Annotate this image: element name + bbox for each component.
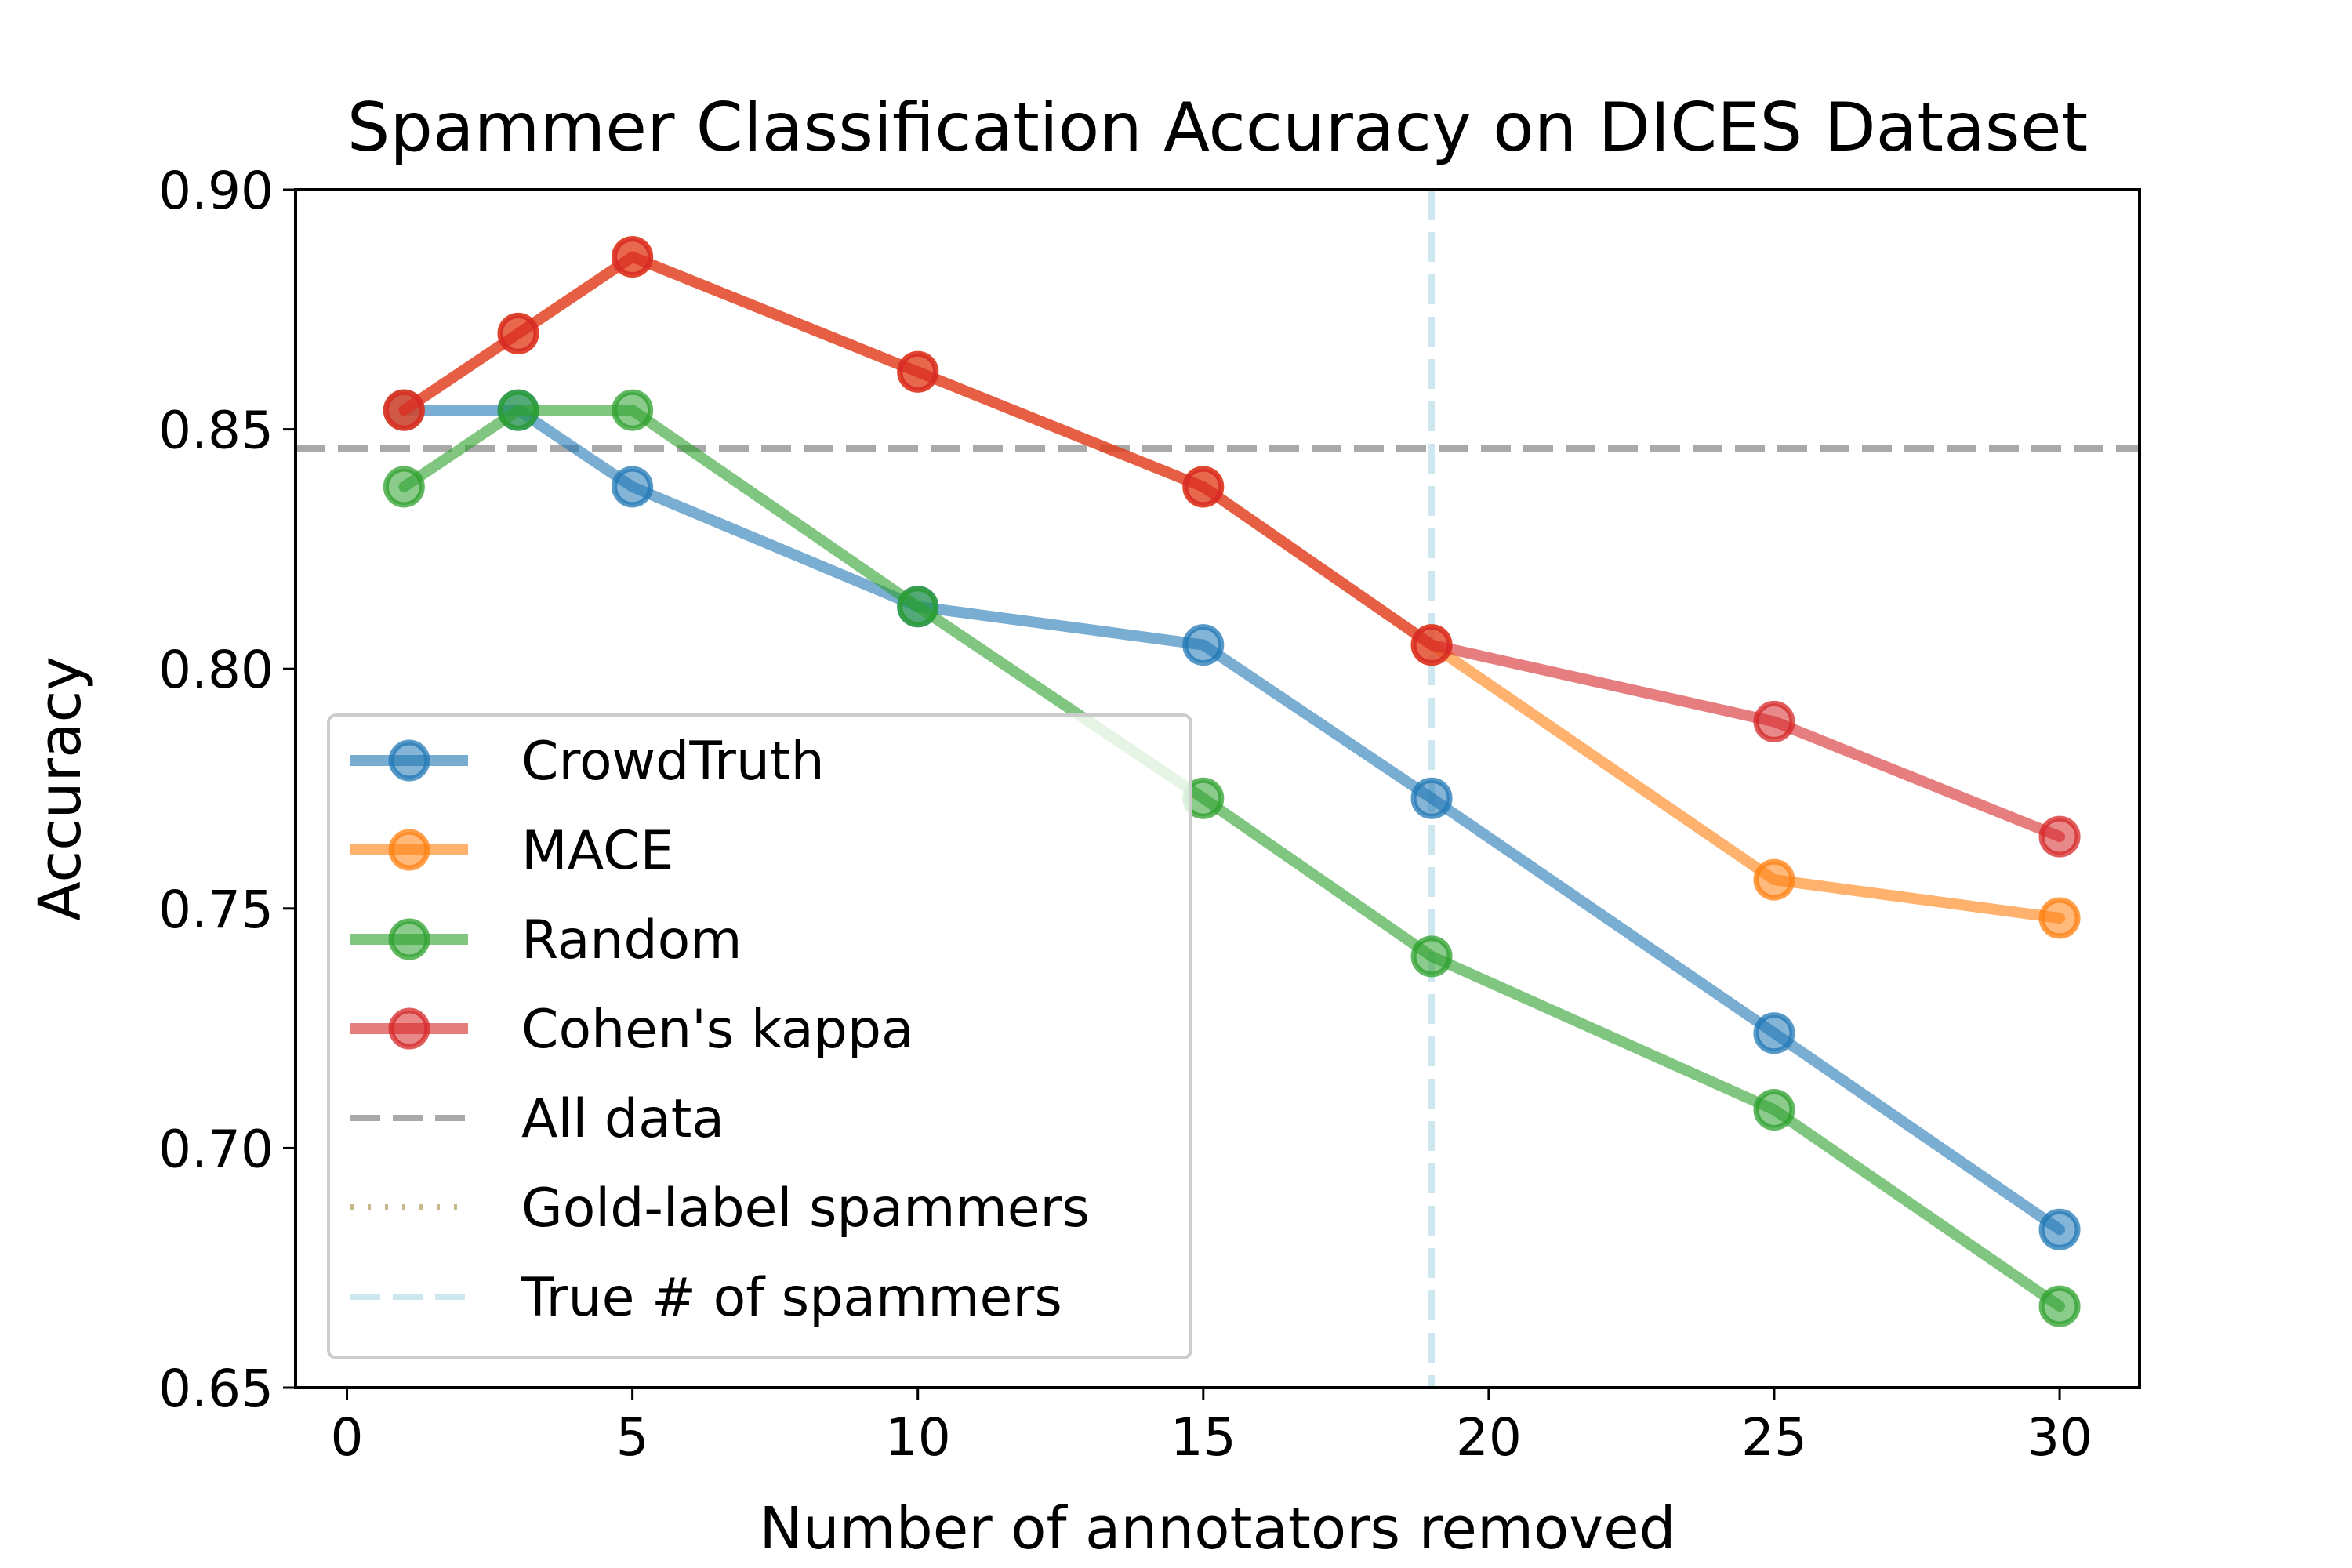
data-point-cohen-s-kappa-19 bbox=[1410, 624, 1453, 666]
x-axis-label: Number of annotators removed bbox=[759, 1495, 1675, 1563]
series-random bbox=[383, 389, 2081, 1327]
data-point-random-3 bbox=[497, 389, 539, 431]
data-point-cohen-s-kappa-25 bbox=[1753, 700, 1795, 742]
legend-item-all-data: All data bbox=[350, 1088, 724, 1150]
data-point-crowdtruth-30 bbox=[2038, 1208, 2081, 1250]
legend-label: Random bbox=[521, 909, 742, 971]
y-tick-label-3: 0.80 bbox=[158, 640, 274, 700]
legend: CrowdTruth MACE Random Cohen's kappa All dat… bbox=[327, 713, 1192, 1359]
data-point-mace-30 bbox=[2038, 897, 2081, 939]
data-point-crowdtruth-19 bbox=[1410, 777, 1453, 819]
x-tick-label-15: 15 bbox=[1171, 1407, 1236, 1468]
legend-item-random: Random bbox=[350, 909, 742, 971]
legend-label: Gold-label spammers bbox=[521, 1178, 1090, 1240]
x-tick-label-0: 0 bbox=[331, 1407, 364, 1468]
y-tick-label-5: 0.90 bbox=[158, 161, 274, 221]
legend-marker bbox=[388, 739, 430, 782]
x-tick-label-25: 25 bbox=[1741, 1407, 1807, 1468]
data-point-random-19 bbox=[1410, 935, 1453, 978]
series-cohen-s-kappa bbox=[383, 236, 2081, 858]
chart-title: Spammer Classification Accuracy on DICES… bbox=[347, 89, 2089, 167]
legend-label: Cohen's kappa bbox=[521, 999, 914, 1061]
x-tick-label-30: 30 bbox=[2027, 1407, 2092, 1468]
legend-item-cohen-s-kappa: Cohen's kappa bbox=[350, 999, 914, 1061]
data-point-cohen-s-kappa-1 bbox=[383, 389, 425, 431]
y-axis-label: Accuracy bbox=[27, 656, 94, 921]
legend-label: All data bbox=[521, 1088, 724, 1150]
plot-content bbox=[296, 190, 2140, 1388]
axes: 0 5 10 15 20 25 30 0.65 0.70 0.75 0.80 0.85 0.90 bbox=[158, 161, 2141, 1468]
legend-marker bbox=[388, 1007, 430, 1050]
data-point-cohen-s-kappa-3 bbox=[497, 312, 539, 354]
data-point-mace-25 bbox=[1753, 858, 1795, 901]
legend-item-true-of-spammers: True # of spammers bbox=[350, 1267, 1062, 1329]
plot-area bbox=[296, 190, 2140, 1388]
data-point-random-30 bbox=[2038, 1285, 2081, 1327]
legend-marker bbox=[388, 829, 430, 871]
axes-frame bbox=[294, 188, 2141, 1389]
legend-item-gold-label-spammers: Gold-label spammers bbox=[350, 1178, 1090, 1240]
data-point-random-10 bbox=[897, 586, 939, 628]
data-point-random-5 bbox=[612, 389, 654, 431]
data-point-cohen-s-kappa-10 bbox=[897, 350, 939, 393]
legend-label: True # of spammers bbox=[521, 1267, 1062, 1329]
data-point-crowdtruth-5 bbox=[612, 466, 654, 508]
legend-label: CrowdTruth bbox=[521, 731, 825, 793]
y-tick-label-0: 0.65 bbox=[158, 1359, 274, 1419]
legend-label: MACE bbox=[521, 820, 673, 882]
data-point-cohen-s-kappa-5 bbox=[612, 236, 654, 278]
data-point-random-25 bbox=[1753, 1089, 1795, 1131]
y-tick-label-1: 0.70 bbox=[158, 1119, 274, 1179]
y-tick-label-2: 0.75 bbox=[158, 880, 274, 940]
data-point-crowdtruth-25 bbox=[1753, 1012, 1795, 1054]
series-line-crowdtruth bbox=[398, 405, 2066, 1236]
series-line-cohen-s-kappa bbox=[398, 251, 2066, 843]
data-point-cohen-s-kappa-30 bbox=[2038, 815, 2081, 858]
x-tick-label-5: 5 bbox=[616, 1407, 649, 1468]
legend-box bbox=[327, 713, 1192, 1359]
data-point-random-1 bbox=[383, 466, 425, 508]
legend-item-crowdtruth: CrowdTruth bbox=[350, 731, 825, 793]
x-tick-label-20: 20 bbox=[1456, 1407, 1522, 1468]
legend-marker bbox=[388, 918, 430, 960]
data-point-crowdtruth-15 bbox=[1182, 624, 1225, 666]
x-tick-label-10: 10 bbox=[885, 1407, 951, 1468]
data-point-cohen-s-kappa-15 bbox=[1182, 466, 1225, 508]
y-tick-label-4: 0.85 bbox=[158, 401, 274, 461]
legend-item-mace: MACE bbox=[350, 820, 673, 882]
